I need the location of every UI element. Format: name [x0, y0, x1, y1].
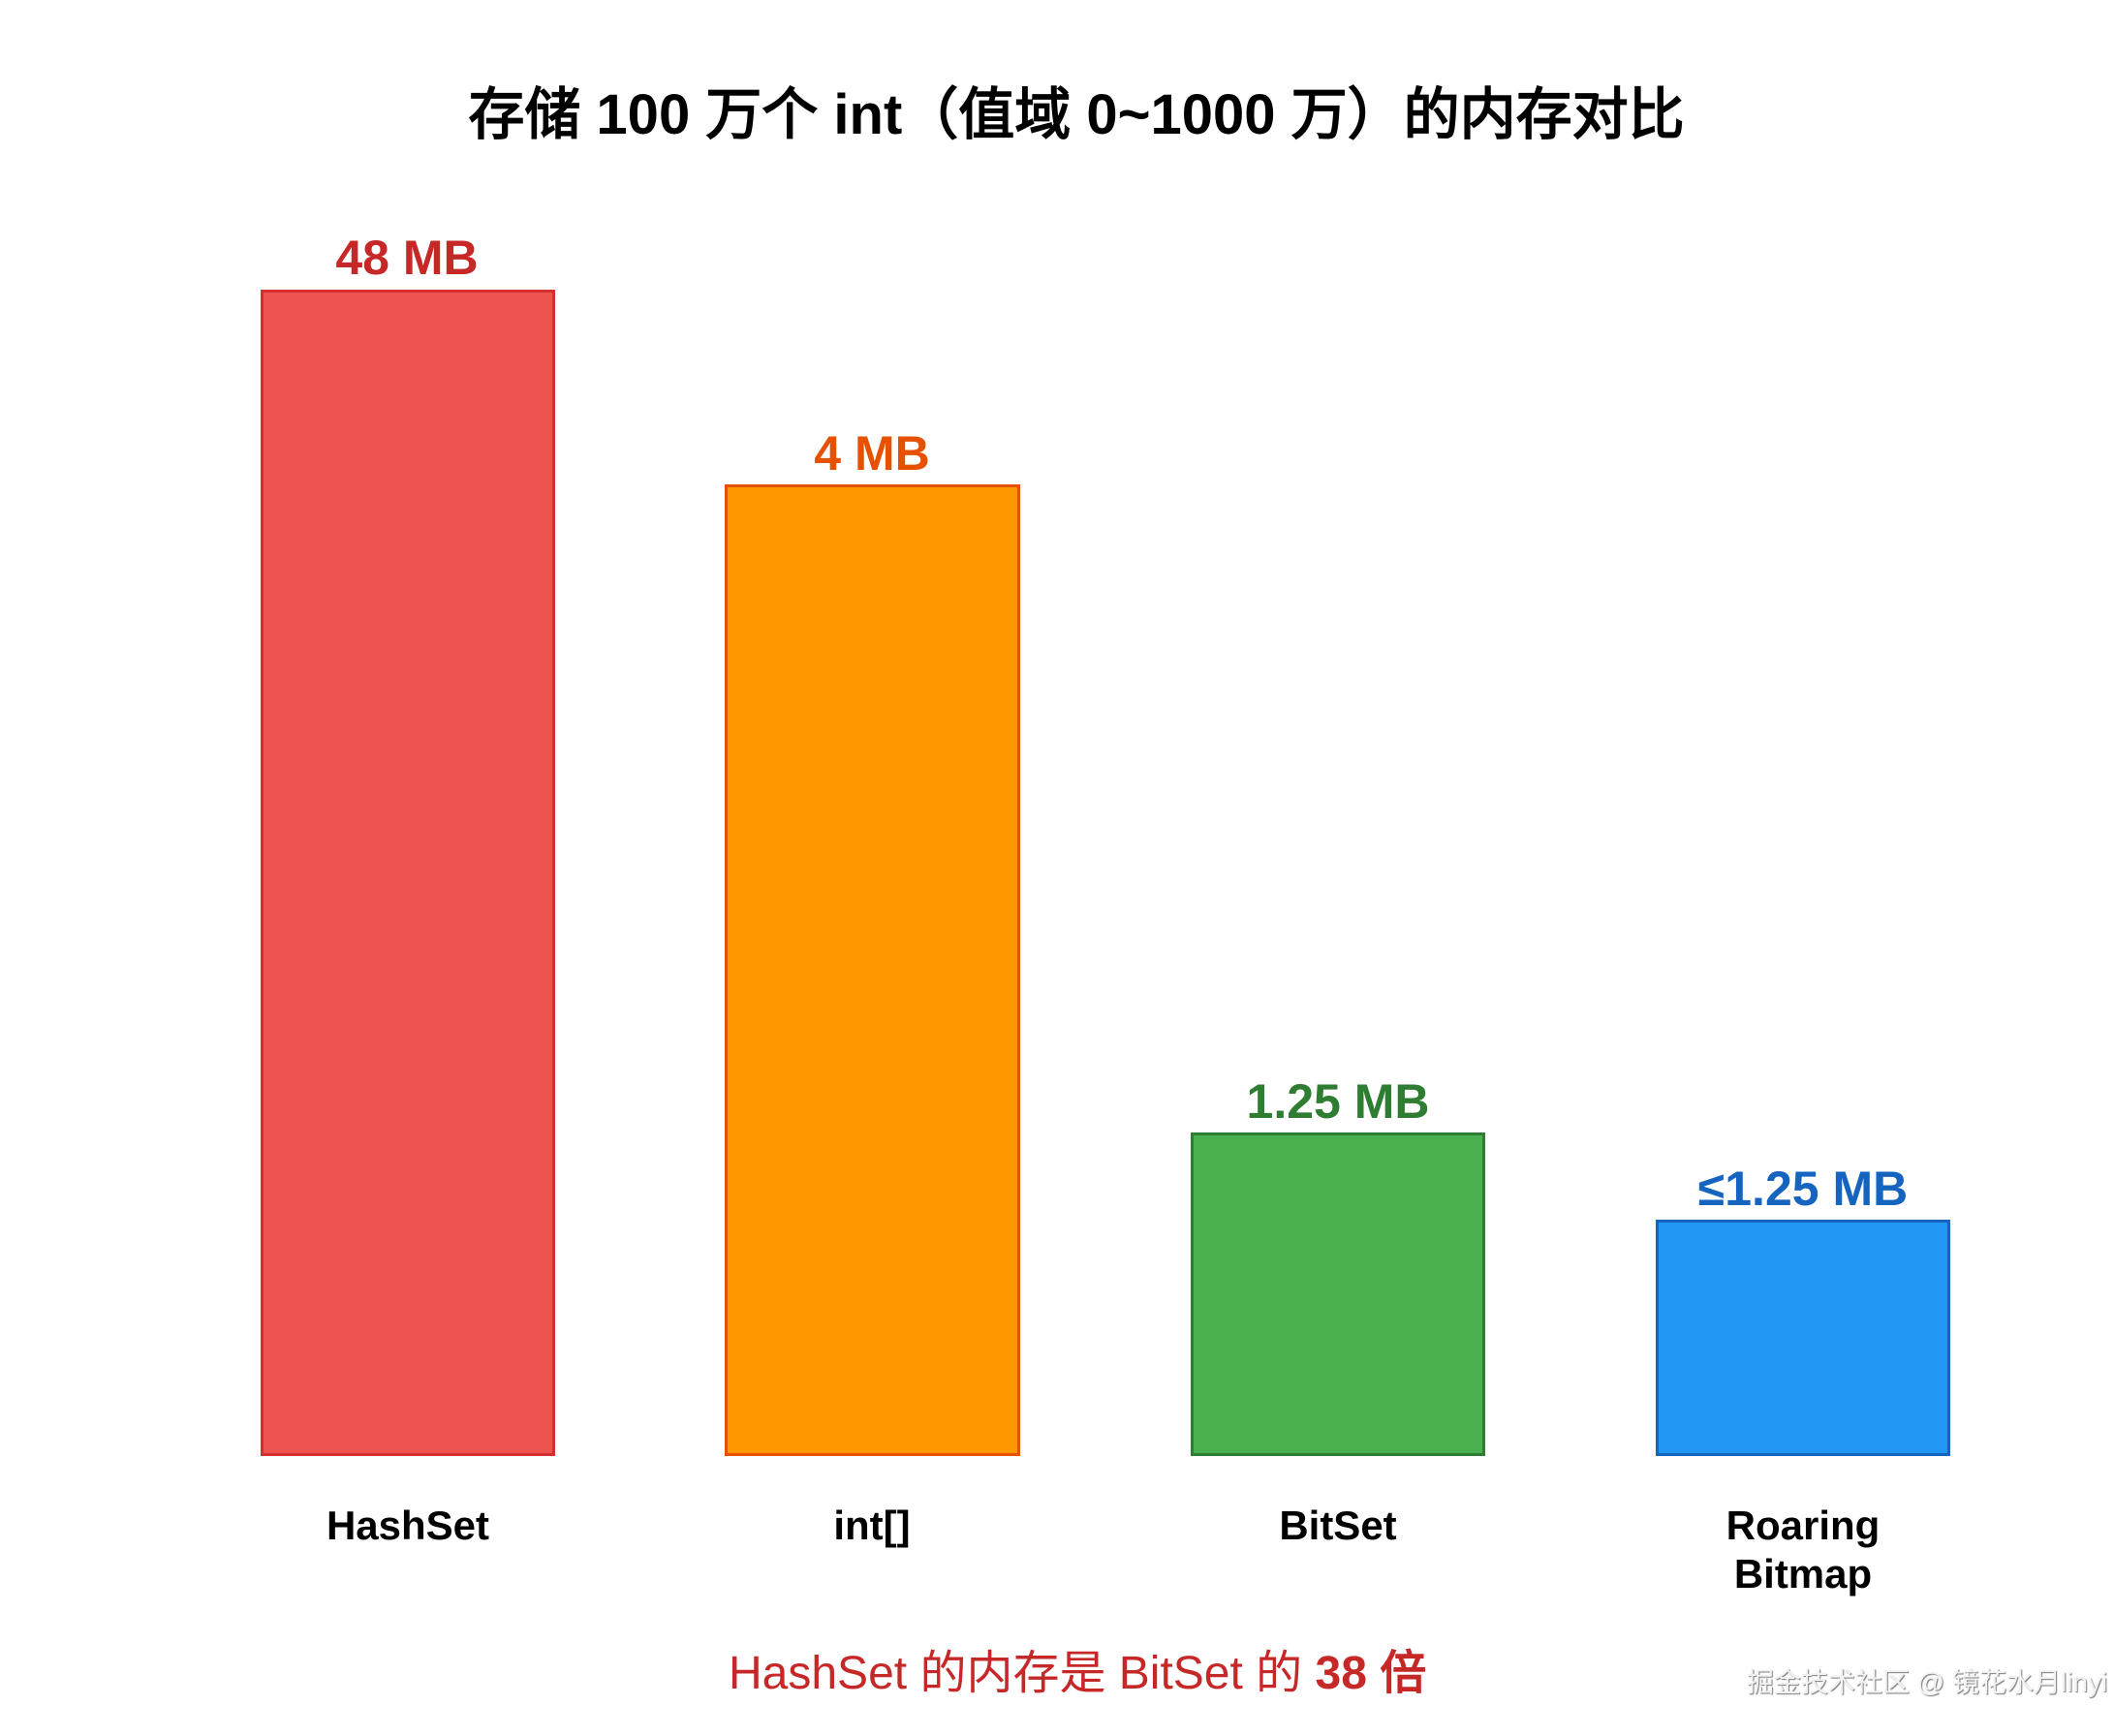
comparison-annotation: HashSet 的内存是 BitSet 的 38 倍	[729, 1647, 1426, 1701]
bar-int-array	[725, 484, 1020, 1456]
category-label-int-array: int[]	[833, 1503, 911, 1548]
category-label-roaring-bitmap-line1: Roaring	[1725, 1503, 1881, 1548]
bar-hashset	[261, 290, 555, 1456]
annotation-emphasis: 38 倍	[1315, 1648, 1427, 1699]
watermark: 掘金技术社区 @ 镜花水月linyi	[1747, 1667, 2108, 1697]
value-label-bitset: 1.25 MB	[1246, 1074, 1430, 1129]
category-label-roaring-bitmap-line2: Bitmap	[1733, 1551, 1873, 1596]
annotation-text: HashSet 的内存是 BitSet 的	[729, 1648, 1316, 1699]
bar-bitset	[1191, 1132, 1485, 1456]
category-label-hashset: HashSet	[326, 1503, 490, 1548]
category-label-bitset: BitSet	[1279, 1503, 1397, 1548]
value-label-hashset: 48 MB	[335, 231, 479, 285]
chart-title: 存储 100 万个 int（值域 0~1000 万）的内存对比	[468, 83, 1685, 146]
bar-roaring-bitmap	[1656, 1220, 1950, 1456]
value-label-roaring-bitmap: ≤1.25 MB	[1697, 1162, 1909, 1216]
value-label-int-array: 4 MB	[814, 426, 930, 480]
